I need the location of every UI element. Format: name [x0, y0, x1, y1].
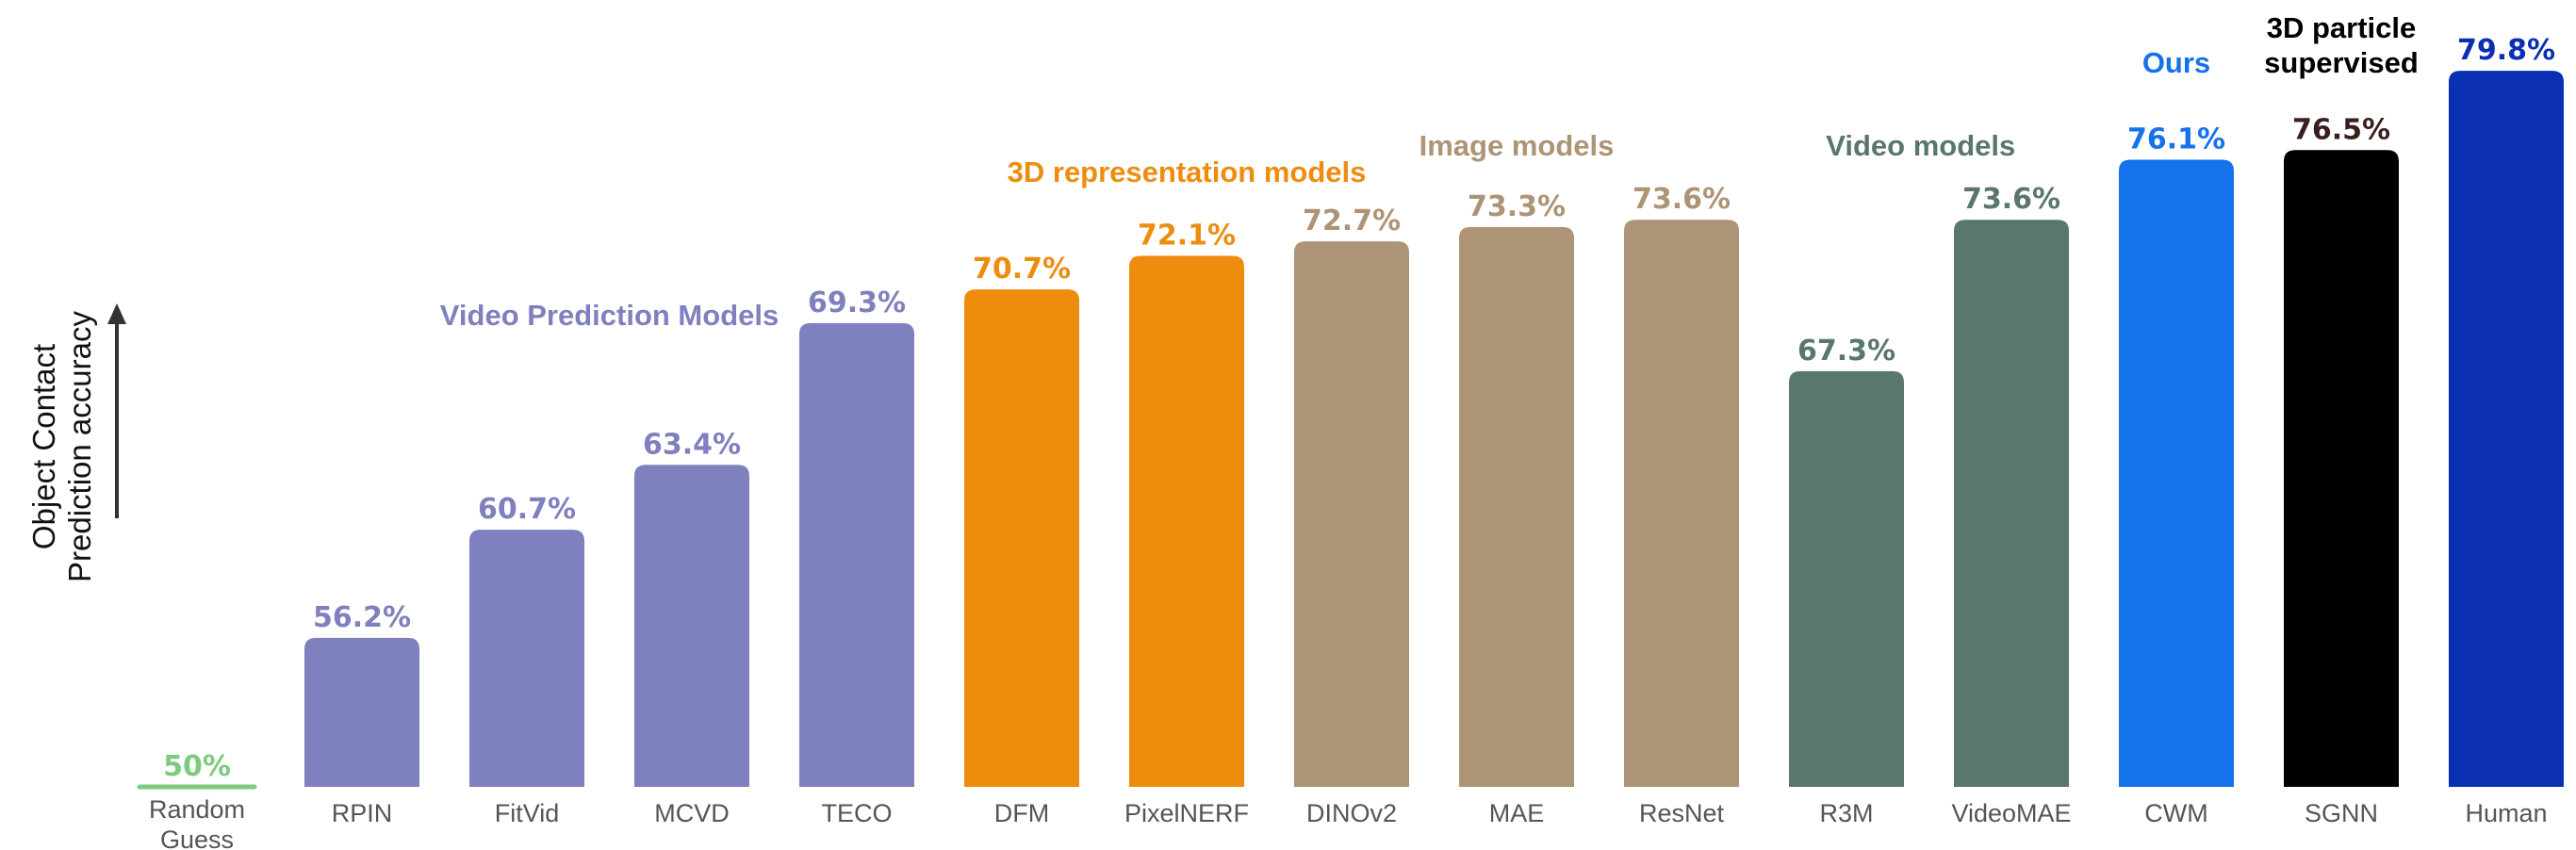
- bar-resnet: [1624, 220, 1739, 787]
- category-label-rpin: RPIN: [332, 799, 393, 827]
- value-label-human: 79.8%: [2457, 34, 2555, 67]
- bar-videomae: [1954, 220, 2069, 787]
- group-label-video-prediction-models: Video Prediction Models: [440, 299, 779, 332]
- bar-dinov2: [1294, 241, 1409, 787]
- value-label-pixelnerf: 72.1%: [1138, 219, 1236, 252]
- bar-mae: [1459, 226, 1574, 788]
- y-axis-arrow: [107, 303, 126, 518]
- bar-fitvid: [469, 530, 584, 787]
- category-label-cwm: CWM: [2144, 799, 2207, 827]
- value-label-fitvid: 60.7%: [478, 493, 576, 526]
- category-label-r3m: R3M: [1819, 799, 1873, 827]
- y-axis-label-line-1: Object Contact: [26, 344, 61, 549]
- value-label-sgnn: 76.5%: [2292, 113, 2390, 146]
- y-axis-label-group: Object Contact Prediction accuracy: [26, 311, 97, 582]
- category-label-dfm: DFM: [994, 799, 1049, 827]
- y-axis-arrow-head: [107, 303, 126, 324]
- category-label-videomae: VideoMAE: [1951, 799, 2071, 827]
- category-labels-group: Random Guess RPIN FitVid MCVD TECO DFM PixelNER…: [149, 795, 2548, 850]
- bar-sgnn: [2284, 150, 2399, 787]
- bar-human: [2449, 71, 2564, 788]
- group-label-video-models: Video models: [1826, 129, 2015, 162]
- group-label-ours: Ours: [2142, 46, 2210, 79]
- category-label-dinov2: DINOv2: [1306, 799, 1397, 827]
- bar-cwm: [2119, 159, 2234, 787]
- category-label-sgnn: SGNN: [2305, 799, 2378, 827]
- group-label-3d-particle-supervised: 3D particle supervised: [2264, 11, 2419, 79]
- category-label-teco: TECO: [821, 799, 892, 827]
- bar-mcvd: [634, 465, 749, 787]
- value-label-videomae: 73.6%: [1962, 183, 2060, 216]
- bar-rpin: [304, 637, 419, 787]
- value-label-teco: 69.3%: [808, 286, 906, 319]
- value-label-dinov2: 72.7%: [1303, 204, 1401, 237]
- group-label-3d-representation-models: 3D representation models: [1008, 155, 1367, 188]
- category-label-fitvid: FitVid: [495, 799, 560, 827]
- category-label-human: Human: [2465, 799, 2547, 827]
- bar-r3m: [1789, 370, 1904, 787]
- bar-dfm: [964, 289, 1079, 787]
- y-axis-label-line-2: Prediction accuracy: [62, 311, 97, 582]
- bar-pixelnerf: [1129, 255, 1244, 787]
- value-label-random-guess: 50%: [163, 750, 231, 783]
- bars-group: [137, 71, 2564, 790]
- category-label-pixelnerf: PixelNERF: [1124, 799, 1249, 827]
- category-label-mcvd: MCVD: [654, 799, 730, 827]
- category-label-resnet: ResNet: [1639, 799, 1725, 827]
- value-label-cwm: 76.1%: [2127, 123, 2225, 155]
- group-labels-group: Video Prediction Models 3D representation…: [440, 11, 2419, 332]
- value-label-resnet: 73.6%: [1633, 183, 1731, 216]
- bar-teco: [799, 322, 914, 787]
- value-label-rpin: 56.2%: [313, 601, 411, 634]
- value-label-r3m: 67.3%: [1797, 335, 1895, 368]
- value-label-dfm: 70.7%: [973, 253, 1071, 286]
- category-label-random-guess: Random Guess: [149, 795, 245, 850]
- value-labels-group: 50% 56.2% 60.7% 63.4% 69.3% 70.7% 72.1% 72.7% 73…: [163, 34, 2555, 783]
- value-label-mcvd: 63.4%: [643, 428, 741, 461]
- group-label-image-models: Image models: [1419, 129, 1615, 162]
- category-label-mae: MAE: [1489, 799, 1545, 827]
- value-label-mae: 73.3%: [1468, 190, 1566, 223]
